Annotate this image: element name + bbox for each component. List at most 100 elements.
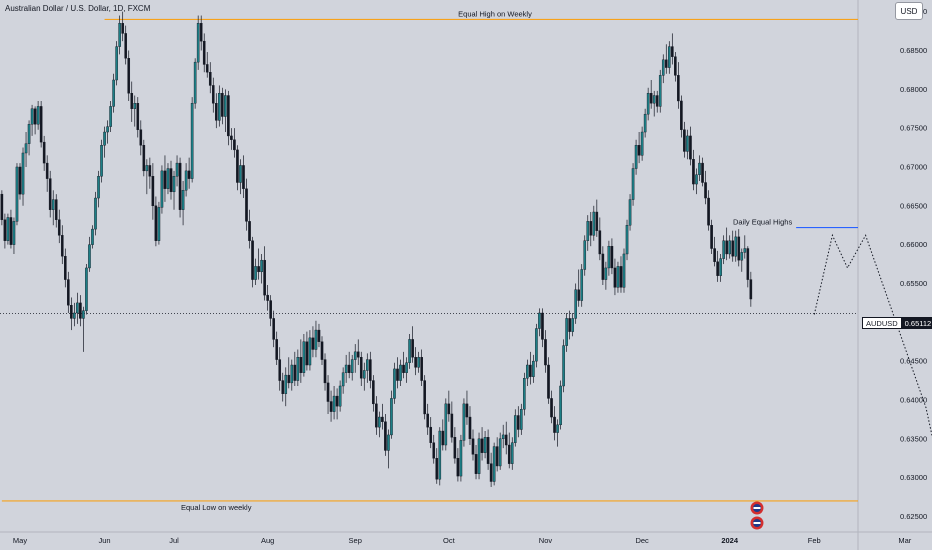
currency-button[interactable]: USD xyxy=(895,2,923,20)
candle xyxy=(127,50,131,101)
candle-body xyxy=(33,108,37,125)
candle-body xyxy=(517,415,520,430)
candle-body xyxy=(227,95,230,137)
candle-body xyxy=(9,217,13,245)
candle-body xyxy=(94,197,97,230)
candle xyxy=(79,295,82,327)
candle-body xyxy=(713,248,716,262)
candle-body xyxy=(658,75,662,107)
price-tick-label: 0.63000 xyxy=(900,473,927,482)
candle xyxy=(634,139,638,175)
candle xyxy=(734,230,738,262)
candles xyxy=(0,11,753,487)
candle xyxy=(3,213,7,249)
candle xyxy=(492,442,496,486)
candle xyxy=(67,271,70,313)
candle xyxy=(501,424,505,449)
candle xyxy=(211,77,215,113)
candle-body xyxy=(399,364,402,381)
candle xyxy=(725,227,728,261)
candle-body xyxy=(668,46,671,68)
candle xyxy=(447,390,451,422)
candle xyxy=(314,320,318,358)
candle xyxy=(239,159,242,195)
candle-body xyxy=(574,289,577,319)
candle xyxy=(103,126,106,158)
price-tag-value: 0.65112 xyxy=(901,317,932,329)
price-tick-label: 0.64000 xyxy=(900,395,927,404)
candle xyxy=(586,215,590,251)
chart-title: Australian Dollar / U.S. Dollar, 1D, FXC… xyxy=(5,4,151,13)
candle-body xyxy=(6,217,10,241)
candle xyxy=(12,217,16,254)
candle-body xyxy=(85,267,88,311)
candle-body xyxy=(118,23,121,47)
candle-body xyxy=(124,33,127,59)
candle-body xyxy=(24,143,28,154)
candle-body xyxy=(414,357,417,368)
candle xyxy=(649,79,653,109)
candle xyxy=(616,261,620,293)
candle-body xyxy=(474,454,478,474)
candle xyxy=(677,62,680,109)
candle xyxy=(405,357,408,383)
candle-body xyxy=(544,339,547,366)
candle xyxy=(683,121,686,158)
candle xyxy=(218,85,221,127)
candle xyxy=(399,359,402,386)
candle xyxy=(646,87,650,121)
event-flags[interactable] xyxy=(750,501,764,530)
candle-body xyxy=(538,312,541,329)
candle-body xyxy=(193,61,197,104)
candle-body xyxy=(541,312,544,340)
candle xyxy=(190,97,194,183)
candle-body xyxy=(353,351,357,360)
candle xyxy=(526,359,529,386)
candle xyxy=(393,362,396,404)
candle xyxy=(48,170,52,218)
candle xyxy=(580,264,584,307)
candle-body xyxy=(302,341,306,373)
candle-body xyxy=(257,266,260,273)
candle xyxy=(510,437,514,470)
candle-body xyxy=(450,413,454,438)
candle xyxy=(60,225,64,265)
candle-body xyxy=(616,266,620,288)
candle-body xyxy=(604,267,608,280)
candle-body xyxy=(728,240,731,255)
candle-body xyxy=(565,318,568,346)
candle-body xyxy=(196,23,200,63)
candle-body xyxy=(435,458,439,480)
candle xyxy=(628,194,632,231)
candle-body xyxy=(671,46,674,57)
candle-body xyxy=(76,302,79,314)
candle-body xyxy=(592,211,596,236)
candle xyxy=(121,11,124,42)
candle-body xyxy=(0,193,4,220)
candle-body xyxy=(550,398,553,418)
candle-body xyxy=(172,176,176,193)
candle-body xyxy=(121,23,124,34)
candle-body xyxy=(127,58,131,94)
candle xyxy=(109,100,112,133)
candle xyxy=(544,330,547,373)
candle-body xyxy=(610,245,614,269)
candle-body xyxy=(166,168,170,189)
candle xyxy=(160,165,164,214)
candle xyxy=(42,135,46,171)
candle xyxy=(353,344,357,373)
candle-body xyxy=(417,357,420,368)
price-tick-label: 0.62500 xyxy=(900,512,927,521)
candle-body xyxy=(112,79,115,107)
candle-body xyxy=(63,256,67,280)
candle-body xyxy=(423,380,426,415)
candle xyxy=(97,170,100,208)
candle xyxy=(456,448,460,482)
candle-body xyxy=(320,341,324,360)
candle xyxy=(208,62,212,94)
candle xyxy=(686,129,689,160)
annotation-labels: Equal High on Weekly Daily Equal Highs Equ… xyxy=(181,9,792,512)
candle xyxy=(145,159,149,195)
candle-body xyxy=(311,337,315,350)
